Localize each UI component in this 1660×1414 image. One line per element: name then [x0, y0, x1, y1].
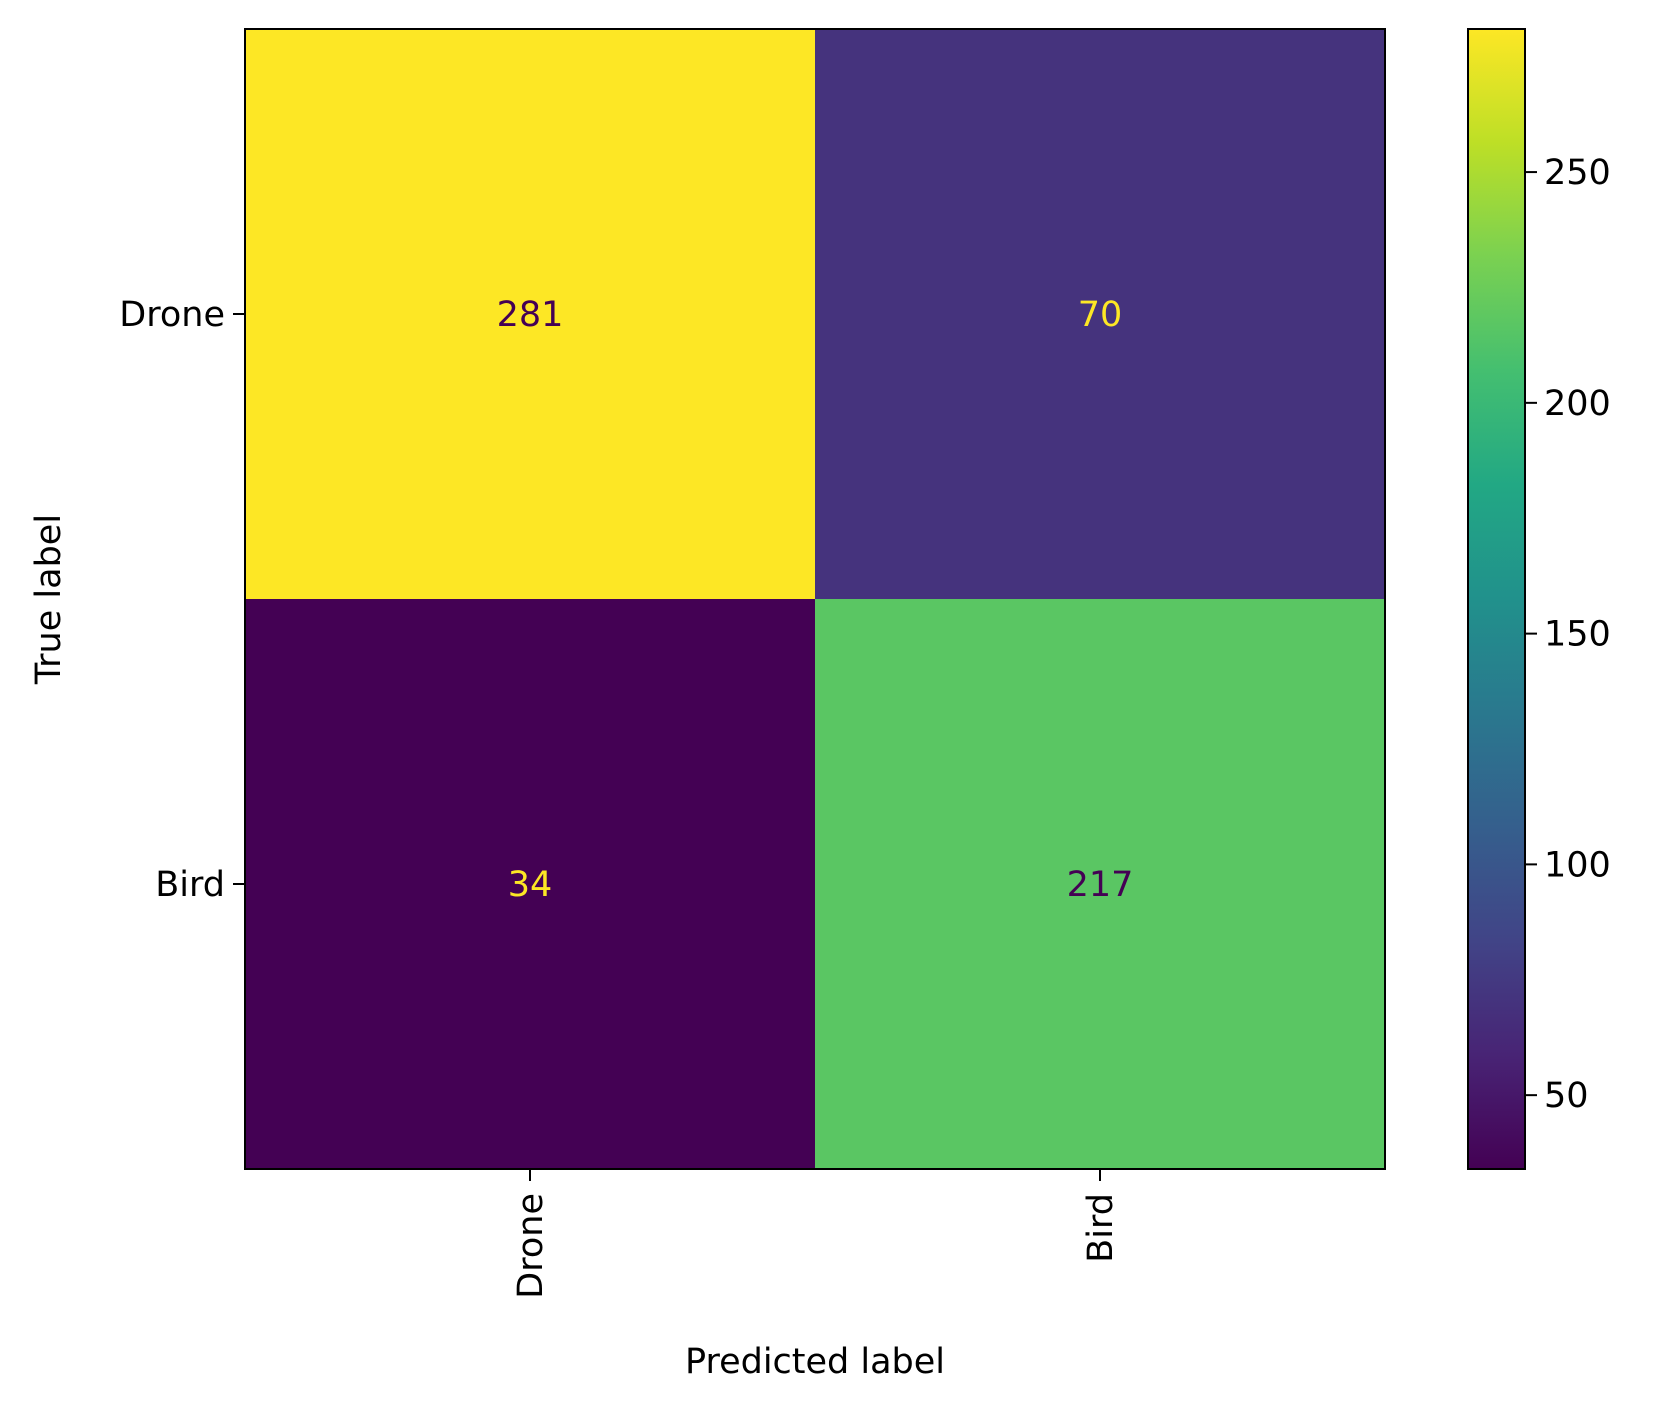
- cell-value-labels: 281 70 34 217: [497, 295, 1134, 905]
- x-tick-label: Bird: [1081, 1193, 1121, 1263]
- colorbar-ticks: 50 100 150 200 250: [1525, 153, 1611, 1116]
- cell-value-label: 34: [508, 865, 553, 905]
- x-axis-ticks: Drone Bird: [511, 1169, 1121, 1299]
- y-tick-label: Drone: [119, 295, 225, 335]
- x-axis-label: Predicted label: [685, 1342, 945, 1382]
- colorbar-tick-label: 50: [1544, 1076, 1589, 1116]
- y-axis-ticks: Drone Bird: [119, 295, 245, 905]
- y-tick-label: Bird: [155, 865, 225, 905]
- heatmap-cell: [815, 29, 1386, 600]
- colorbar-tick-label: 200: [1544, 384, 1611, 424]
- colorbar-tick-label: 250: [1544, 153, 1611, 193]
- colorbar-tick-label: 150: [1544, 615, 1611, 655]
- cell-value-label: 217: [1067, 865, 1134, 905]
- colorbar-frame: [1467, 28, 1526, 1170]
- heatmap-cells: [245, 29, 1386, 1170]
- plot-frame: [244, 28, 1386, 1170]
- cell-value-label: 70: [1078, 295, 1123, 335]
- heatmap-cell: [815, 599, 1386, 1170]
- heatmap-cell: [245, 29, 816, 600]
- x-tick-label: Drone: [511, 1193, 551, 1299]
- heatmap-cell: [245, 599, 816, 1170]
- y-axis-label: True label: [29, 514, 69, 685]
- colorbar-tick-label: 100: [1544, 845, 1611, 885]
- colorbar: [1468, 29, 1525, 1169]
- cell-value-label: 281: [497, 295, 564, 335]
